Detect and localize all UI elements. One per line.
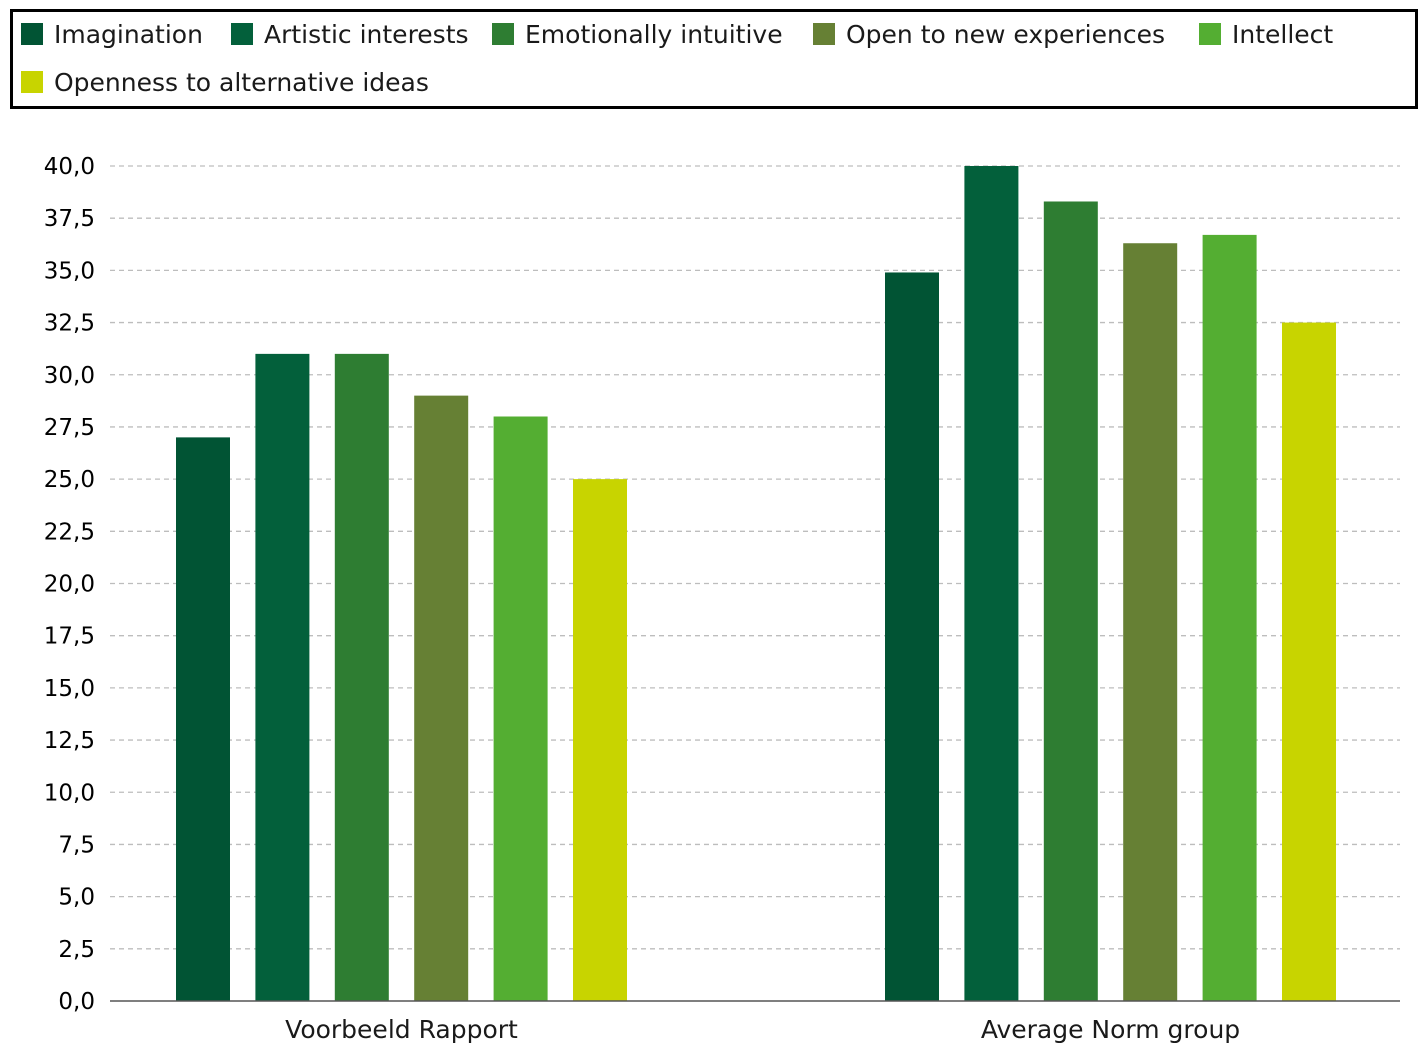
y-tick-label: 7,5 <box>58 832 95 858</box>
x-category-label: Average Norm group <box>981 1015 1240 1044</box>
legend-label-openness-to-alternative-ideas: Openness to alternative ideas <box>54 68 429 97</box>
axes: 0,0 2,5 5,0 7,5 10,0 12,5 15,0 17,5 20,0 22,5 25,0… <box>44 154 1400 1044</box>
legend-label-emotionally-intuitive: Emotionally intuitive <box>525 20 783 49</box>
bar-average-norm-group-open-to-new-experiences <box>1123 243 1178 1002</box>
legend-label-artistic-interests: Artistic interests <box>264 20 469 49</box>
bar-voorbeeld-rapport-emotionally-intuitive <box>334 353 389 1001</box>
bar-average-norm-group-openness-to-alternative-ideas <box>1282 322 1336 1001</box>
y-tick-label: 25,0 <box>44 467 95 493</box>
y-tick-label: 22,5 <box>44 519 95 545</box>
y-tick-label: 17,5 <box>44 624 95 650</box>
bar-voorbeeld-rapport-artistic-interests <box>255 353 310 1001</box>
bar-average-norm-group-artistic-interests <box>964 166 1019 1001</box>
bar-voorbeeld-rapport-openness-to-alternative-ideas <box>573 479 627 1001</box>
legend-swatch-intellect <box>1199 23 1221 45</box>
y-tick-label: 40,0 <box>44 154 95 180</box>
bar-average-norm-group-imagination <box>885 272 939 1001</box>
y-tick-label: 35,0 <box>44 258 95 284</box>
y-tick-label: 0,0 <box>58 989 95 1015</box>
y-tick-label: 27,5 <box>44 415 95 441</box>
y-tick-label: 37,5 <box>44 206 95 232</box>
bar-average-norm-group-intellect <box>1202 234 1257 1001</box>
y-tick-label: 30,0 <box>44 363 95 389</box>
legend: Imagination Artistic interests Emotionally… <box>10 9 1418 109</box>
legend-swatch-open-to-new-experiences <box>813 23 835 45</box>
y-tick-label: 2,5 <box>58 937 95 963</box>
legend-label-open-to-new-experiences: Open to new experiences <box>846 20 1165 49</box>
gridlines <box>110 165 1400 950</box>
y-tick-label: 15,0 <box>44 676 95 702</box>
bars <box>176 166 1336 1002</box>
bar-average-norm-group-emotionally-intuitive <box>1043 201 1098 1002</box>
legend-swatch-openness-to-alternative-ideas <box>21 71 43 93</box>
bar-voorbeeld-rapport-open-to-new-experiences <box>414 395 469 1001</box>
legend-swatch-emotionally-intuitive <box>492 23 514 45</box>
legend-swatch-imagination <box>21 23 43 45</box>
y-tick-label: 10,0 <box>44 780 95 806</box>
y-tick-label: 20,0 <box>44 572 95 598</box>
legend-swatch-artistic-interests <box>231 23 253 45</box>
legend-label-imagination: Imagination <box>54 20 203 49</box>
x-category-label: Voorbeeld Rapport <box>285 1015 518 1044</box>
bar-voorbeeld-rapport-intellect <box>493 416 548 1001</box>
y-tick-label: 32,5 <box>44 311 95 337</box>
bar-voorbeeld-rapport-imagination <box>176 437 230 1001</box>
y-tick-label: 5,0 <box>58 885 95 911</box>
y-tick-label: 12,5 <box>44 728 95 754</box>
legend-label-intellect: Intellect <box>1232 20 1333 49</box>
